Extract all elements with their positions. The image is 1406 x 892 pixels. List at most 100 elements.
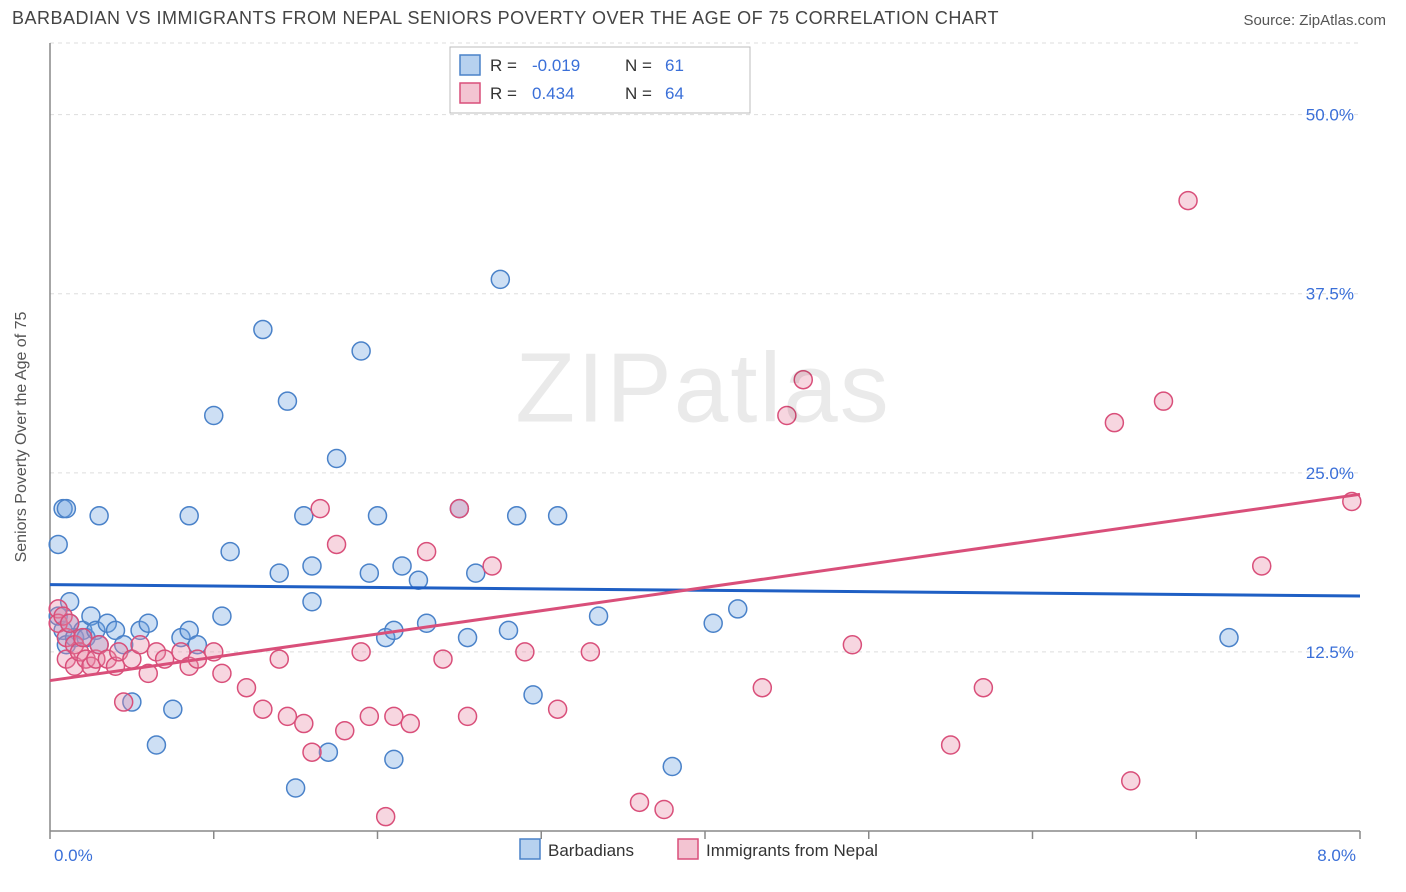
data-point-barbadians — [49, 535, 67, 553]
data-point-barbadians — [221, 543, 239, 561]
data-point-nepal — [1253, 557, 1271, 575]
bottom-legend-swatch-barbadians — [520, 839, 540, 859]
data-point-barbadians — [369, 507, 387, 525]
data-point-barbadians — [663, 758, 681, 776]
data-point-nepal — [516, 643, 534, 661]
data-point-barbadians — [303, 557, 321, 575]
data-point-barbadians — [164, 700, 182, 718]
bottom-legend-label-barbadians: Barbadians — [548, 841, 634, 860]
data-point-barbadians — [147, 736, 165, 754]
data-point-barbadians — [491, 270, 509, 288]
data-point-nepal — [295, 715, 313, 733]
data-point-barbadians — [1220, 629, 1238, 647]
data-point-barbadians — [319, 743, 337, 761]
data-point-nepal — [238, 679, 256, 697]
data-point-barbadians — [385, 750, 403, 768]
data-point-barbadians — [467, 564, 485, 582]
data-point-nepal — [483, 557, 501, 575]
chart-title: BARBADIAN VS IMMIGRANTS FROM NEPAL SENIO… — [12, 8, 999, 29]
y-tick-label: 50.0% — [1306, 106, 1354, 125]
legend-r-label-nepal: R = — [490, 84, 517, 103]
legend-n-value-barbadians: 61 — [665, 56, 684, 75]
data-point-barbadians — [590, 607, 608, 625]
data-point-nepal — [418, 543, 436, 561]
data-point-nepal — [213, 664, 231, 682]
data-point-nepal — [974, 679, 992, 697]
data-point-nepal — [311, 500, 329, 518]
data-point-barbadians — [254, 321, 272, 339]
data-point-barbadians — [278, 392, 296, 410]
data-point-nepal — [631, 793, 649, 811]
data-point-nepal — [278, 707, 296, 725]
y-tick-label: 37.5% — [1306, 285, 1354, 304]
legend-n-label-nepal: N = — [625, 84, 652, 103]
data-point-nepal — [303, 743, 321, 761]
data-point-nepal — [401, 715, 419, 733]
legend-n-label-barbadians: N = — [625, 56, 652, 75]
data-point-nepal — [61, 614, 79, 632]
data-point-barbadians — [205, 407, 223, 425]
data-point-barbadians — [704, 614, 722, 632]
data-point-nepal — [843, 636, 861, 654]
y-axis-title: Seniors Poverty Over the Age of 75 — [13, 312, 30, 563]
data-point-barbadians — [524, 686, 542, 704]
data-point-barbadians — [508, 507, 526, 525]
data-point-nepal — [1179, 192, 1197, 210]
data-point-barbadians — [287, 779, 305, 797]
data-point-barbadians — [418, 614, 436, 632]
data-point-nepal — [1122, 772, 1140, 790]
data-point-barbadians — [729, 600, 747, 618]
x-max-label: 8.0% — [1317, 846, 1356, 865]
data-point-nepal — [270, 650, 288, 668]
data-point-nepal — [434, 650, 452, 668]
data-point-nepal — [254, 700, 272, 718]
data-point-barbadians — [57, 500, 75, 518]
x-min-label: 0.0% — [54, 846, 93, 865]
y-tick-label: 25.0% — [1306, 464, 1354, 483]
legend-r-value-nepal: 0.434 — [532, 84, 575, 103]
data-point-nepal — [360, 707, 378, 725]
data-point-nepal — [459, 707, 477, 725]
data-point-nepal — [377, 808, 395, 826]
y-tick-label: 12.5% — [1306, 643, 1354, 662]
data-point-nepal — [115, 693, 133, 711]
data-point-barbadians — [500, 621, 518, 639]
chart-header: BARBADIAN VS IMMIGRANTS FROM NEPAL SENIO… — [0, 0, 1406, 31]
data-point-nepal — [328, 535, 346, 553]
data-point-barbadians — [90, 507, 108, 525]
data-point-barbadians — [270, 564, 288, 582]
data-point-barbadians — [295, 507, 313, 525]
data-point-nepal — [581, 643, 599, 661]
legend-n-value-nepal: 64 — [665, 84, 684, 103]
legend-swatch-nepal — [460, 83, 480, 103]
data-point-nepal — [336, 722, 354, 740]
data-point-nepal — [794, 371, 812, 389]
data-point-nepal — [131, 636, 149, 654]
data-point-nepal — [549, 700, 567, 718]
data-point-barbadians — [393, 557, 411, 575]
legend-r-value-barbadians: -0.019 — [532, 56, 580, 75]
data-point-barbadians — [549, 507, 567, 525]
chart-source: Source: ZipAtlas.com — [1243, 12, 1386, 29]
data-point-nepal — [753, 679, 771, 697]
data-point-nepal — [74, 629, 92, 647]
legend-r-label-barbadians: R = — [490, 56, 517, 75]
data-point-nepal — [385, 707, 403, 725]
data-point-nepal — [450, 500, 468, 518]
data-point-barbadians — [213, 607, 231, 625]
data-point-barbadians — [352, 342, 370, 360]
legend-swatch-barbadians — [460, 55, 480, 75]
bottom-legend-label-nepal: Immigrants from Nepal — [706, 841, 878, 860]
bottom-legend-swatch-nepal — [678, 839, 698, 859]
data-point-barbadians — [139, 614, 157, 632]
data-point-nepal — [352, 643, 370, 661]
chart-container: 0.0% 8.0% 12.5% 25.0% 37.5% 50.0% Seniors Pove… — [0, 31, 1406, 881]
data-point-barbadians — [328, 449, 346, 467]
data-point-barbadians — [303, 593, 321, 611]
data-point-nepal — [1105, 414, 1123, 432]
scatter-chart: 0.0% 8.0% 12.5% 25.0% 37.5% 50.0% Seniors Pove… — [0, 31, 1406, 881]
data-point-nepal — [778, 407, 796, 425]
data-point-nepal — [1155, 392, 1173, 410]
data-point-barbadians — [360, 564, 378, 582]
data-point-barbadians — [180, 507, 198, 525]
